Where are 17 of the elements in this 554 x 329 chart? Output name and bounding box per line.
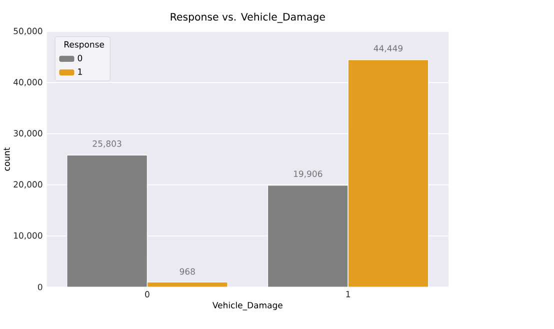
y-axis-title: count: [4, 148, 10, 171]
y-tick-label: 30,000: [14, 130, 42, 138]
data-label: 968: [180, 268, 195, 275]
data-label: 19,906: [294, 170, 322, 178]
y-tick-label: 0: [38, 284, 42, 290]
legend-label: 0: [78, 55, 82, 62]
data-label: 25,803: [92, 140, 122, 148]
y-tick-label: 10,000: [14, 232, 42, 240]
legend-label: 1: [78, 68, 82, 75]
bar: [348, 60, 429, 288]
x-axis-title: Vehicle_Damage: [212, 302, 282, 310]
chart-title: Response vs. Vehicle_Damage: [170, 12, 325, 24]
y-tick-label: 40,000: [14, 79, 42, 86]
y-tick-label: 20,000: [14, 181, 42, 189]
legend-title: Response: [64, 41, 104, 50]
y-tick-label: 50,000: [14, 28, 42, 36]
data-label: 44,449: [374, 45, 402, 53]
